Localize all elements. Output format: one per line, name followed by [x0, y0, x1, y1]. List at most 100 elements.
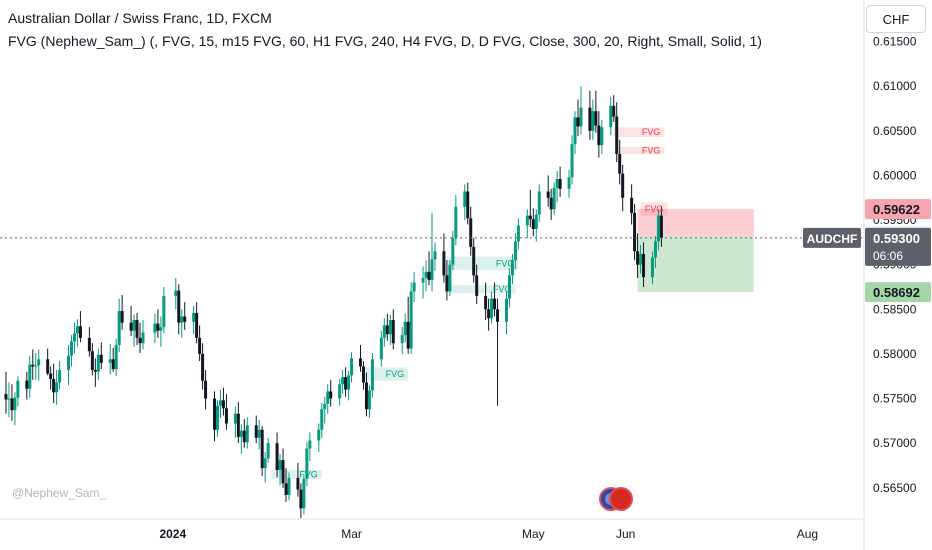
candle-body	[153, 323, 157, 333]
candle-body	[358, 358, 362, 367]
candle-body	[469, 218, 473, 247]
candle-body	[403, 321, 407, 336]
candle-body	[475, 275, 479, 296]
candle-body	[129, 322, 133, 331]
candle-body	[385, 325, 389, 335]
candle-body	[221, 400, 225, 409]
candle-body	[433, 251, 437, 260]
candle-body	[442, 251, 446, 276]
candle-body	[55, 382, 59, 393]
candle-body	[466, 191, 470, 219]
candle-body	[406, 321, 410, 349]
candle-body	[504, 298, 508, 322]
candle-body	[412, 282, 416, 292]
candle-body	[162, 295, 166, 328]
y-tick-label: 0.58500	[873, 302, 917, 316]
candle-body	[344, 377, 348, 390]
candle-body	[177, 290, 181, 323]
candle-body	[525, 215, 529, 226]
candle-body	[25, 380, 29, 389]
candle-body	[609, 105, 613, 128]
candle-body	[528, 215, 532, 220]
candle-body	[445, 275, 449, 292]
candle-body	[90, 351, 94, 370]
candle-body	[448, 264, 452, 292]
candle-body	[236, 413, 240, 437]
candle-body	[201, 353, 205, 381]
candle-body	[135, 320, 139, 338]
candle-body	[34, 365, 38, 367]
candle-body	[305, 448, 309, 479]
candle-body	[618, 154, 622, 174]
candle-body	[573, 117, 577, 145]
fvg-zone	[446, 256, 519, 271]
candle-body	[487, 309, 491, 319]
candle-body	[28, 364, 32, 389]
candle-body	[96, 354, 100, 372]
fvg-zone	[613, 127, 665, 138]
candle-body	[245, 425, 249, 443]
candle-body	[630, 197, 634, 213]
candle-body	[323, 403, 327, 410]
fvg-zone	[271, 469, 322, 479]
candle-body	[633, 212, 637, 252]
candle-body	[621, 173, 625, 198]
y-tick-label: 0.60000	[873, 168, 917, 182]
candle-body	[302, 478, 306, 509]
candle-body	[70, 341, 74, 356]
candle-body	[513, 241, 517, 261]
candle-body	[287, 477, 291, 495]
candle-body	[597, 125, 601, 146]
indicator-legend[interactable]: FVG (Nephew_Sam_) (, FVG, 15, m15 FVG, 6…	[8, 33, 762, 49]
candle-body	[215, 405, 219, 430]
candle-body	[546, 191, 550, 198]
fvg-label: FVG	[299, 469, 318, 479]
candle-body	[308, 440, 312, 449]
candle-body	[424, 271, 428, 279]
candle-body	[421, 278, 425, 283]
y-tick-label: 0.60500	[873, 124, 917, 138]
candle-body	[484, 295, 488, 310]
candle-body	[600, 127, 604, 146]
candle-body	[361, 366, 365, 383]
candle-body	[579, 107, 583, 127]
candle-body	[507, 275, 511, 299]
currency-button[interactable]: CHF	[866, 5, 926, 33]
candle-body	[659, 215, 663, 238]
candle-body	[516, 225, 520, 242]
candle-body	[370, 359, 374, 391]
x-tick-label: May	[522, 527, 545, 541]
symbol-flags[interactable]	[599, 487, 637, 515]
candle-body	[266, 443, 270, 459]
candle-body	[111, 359, 115, 370]
candle-body	[636, 251, 640, 265]
current-price-label: 0.59300	[873, 231, 920, 246]
candle-body	[576, 117, 580, 127]
candle-body	[218, 400, 222, 406]
candle-body	[198, 337, 202, 354]
candle-body	[93, 369, 97, 372]
candle-body	[7, 398, 11, 400]
candle-body	[117, 311, 121, 345]
candle-body	[99, 354, 103, 363]
candle-body	[275, 443, 279, 470]
candle-body	[463, 191, 467, 207]
candle-body	[132, 320, 136, 331]
candle-body	[58, 369, 62, 383]
fvg-zone	[363, 367, 409, 381]
candle-body	[367, 390, 371, 410]
candle-body	[570, 144, 574, 178]
y-tick-label: 0.57000	[873, 436, 917, 450]
candle-body	[37, 359, 41, 366]
candle-body	[430, 259, 434, 280]
candle-body	[284, 483, 288, 495]
x-tick-label: Mar	[341, 527, 362, 541]
y-tick-label: 0.61500	[873, 35, 917, 49]
candle-body	[224, 408, 228, 424]
chart-title: Australian Dollar / Swiss Franc, 1D, FXC…	[8, 10, 272, 26]
symbol-tag	[803, 227, 861, 248]
candle-body	[108, 359, 112, 363]
candle-body	[558, 179, 562, 189]
